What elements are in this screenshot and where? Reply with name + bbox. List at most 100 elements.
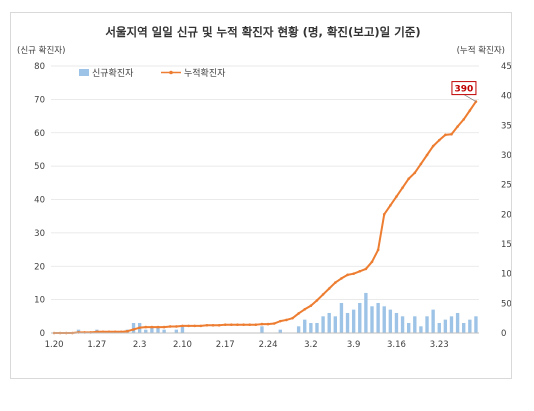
bar bbox=[309, 322, 313, 333]
bar bbox=[455, 312, 460, 333]
line-point bbox=[358, 269, 362, 273]
line-point bbox=[346, 273, 349, 277]
y-right-tick-label: 400 bbox=[501, 92, 511, 102]
bar bbox=[260, 326, 264, 333]
line-point bbox=[223, 323, 227, 326]
line-point bbox=[199, 324, 203, 328]
callout-label: 390 bbox=[455, 85, 474, 95]
bar bbox=[425, 316, 429, 333]
bar bbox=[131, 322, 136, 333]
line-point bbox=[168, 325, 172, 328]
bar bbox=[449, 316, 454, 333]
legend-label-cumulative: 누적확진자 bbox=[184, 67, 226, 79]
line-point bbox=[450, 132, 453, 136]
line-point bbox=[352, 272, 355, 275]
bar bbox=[474, 316, 478, 333]
bar bbox=[407, 322, 411, 333]
y-left-tick-label: 70 bbox=[34, 95, 45, 105]
line-point bbox=[321, 293, 325, 296]
line-point bbox=[407, 177, 410, 181]
x-tick-label: 1.27 bbox=[87, 340, 106, 350]
line-point bbox=[462, 118, 466, 121]
y-left-tick-label: 30 bbox=[34, 229, 45, 239]
x-tick-label: 2.24 bbox=[259, 340, 278, 350]
y-left-tick-label: 40 bbox=[34, 196, 45, 206]
y-right-tick-label: 100 bbox=[501, 270, 511, 280]
line-point bbox=[370, 260, 374, 264]
line-point bbox=[260, 322, 264, 326]
y-right-tick-label: 0 bbox=[501, 329, 506, 339]
y-left-tick-label: 0 bbox=[40, 329, 45, 339]
line-point bbox=[437, 138, 441, 142]
bar bbox=[431, 309, 435, 333]
y-left-tick-label: 60 bbox=[34, 129, 45, 139]
bar bbox=[437, 322, 441, 333]
gridlines bbox=[51, 65, 479, 301]
bar bbox=[370, 306, 374, 333]
y-right-tick-label: 50 bbox=[501, 299, 511, 309]
y-right-tick-label: 450 bbox=[501, 62, 511, 72]
line-point bbox=[132, 328, 135, 331]
y-left-tick-label: 20 bbox=[34, 262, 45, 272]
bar bbox=[333, 316, 337, 333]
bar bbox=[174, 329, 179, 333]
line-point bbox=[101, 330, 105, 334]
x-tick-label: 3.23 bbox=[430, 340, 449, 350]
legend-swatch-new-cases bbox=[79, 69, 89, 76]
line-point bbox=[468, 109, 472, 112]
y-left-tick-label: 10 bbox=[34, 296, 45, 306]
left-axis-unit: (신규 확진자) bbox=[17, 45, 65, 56]
bar bbox=[144, 329, 148, 333]
line-point bbox=[382, 213, 386, 216]
y-right-tick-label: 250 bbox=[501, 181, 511, 191]
line-point bbox=[456, 125, 459, 128]
bar bbox=[351, 309, 356, 333]
x-tick-label: 2.17 bbox=[216, 340, 235, 350]
bar bbox=[358, 302, 362, 333]
right-axis-unit: (누적 확진자) bbox=[457, 45, 505, 56]
chart-title: 서울지역 일일 신규 및 누적 확진자 현황 (명, 확진(보고)일 기준) bbox=[105, 25, 420, 39]
line-point bbox=[126, 329, 129, 333]
x-tick-label: 2.3 bbox=[133, 340, 147, 350]
line-point bbox=[181, 324, 184, 328]
line-point bbox=[193, 324, 196, 328]
line-point bbox=[334, 281, 337, 284]
x-tick-label: 3.2 bbox=[304, 340, 318, 350]
y-left-tick-label: 50 bbox=[34, 162, 45, 172]
cumulative-line bbox=[54, 101, 477, 334]
line-point bbox=[413, 171, 417, 175]
y-right-tick-label: 150 bbox=[501, 240, 511, 250]
bar-series-new-cases bbox=[76, 292, 478, 333]
bar bbox=[376, 302, 380, 333]
line-point bbox=[285, 318, 288, 322]
line-point bbox=[309, 304, 313, 308]
line-point bbox=[211, 323, 215, 327]
line-point bbox=[162, 325, 166, 329]
x-tick-label: 3.9 bbox=[347, 340, 361, 350]
line-point bbox=[113, 330, 117, 334]
line-point bbox=[327, 287, 331, 290]
line-point bbox=[175, 325, 178, 328]
x-tick-label: 2.10 bbox=[173, 340, 192, 350]
line-point bbox=[291, 316, 294, 320]
line-point bbox=[120, 330, 123, 334]
bar bbox=[443, 319, 448, 333]
legend: 신규확진자 누적확진자 bbox=[79, 67, 226, 79]
bar bbox=[278, 329, 282, 333]
line-point bbox=[401, 186, 404, 189]
callout-leader bbox=[463, 94, 477, 102]
bar bbox=[462, 322, 466, 333]
legend-label-new-cases: 신규확진자 bbox=[92, 67, 134, 79]
y-right-tick-label: 350 bbox=[501, 121, 511, 131]
bar bbox=[382, 306, 386, 333]
line-point bbox=[95, 330, 99, 334]
line-point bbox=[156, 325, 160, 329]
bar bbox=[345, 312, 350, 333]
legend-marker-cumulative bbox=[169, 70, 173, 75]
bar bbox=[296, 326, 301, 333]
line-point bbox=[217, 323, 221, 327]
line-point bbox=[242, 323, 245, 326]
line-point bbox=[376, 248, 380, 252]
y-right-tick-label: 300 bbox=[501, 151, 511, 161]
line-point bbox=[150, 325, 154, 329]
